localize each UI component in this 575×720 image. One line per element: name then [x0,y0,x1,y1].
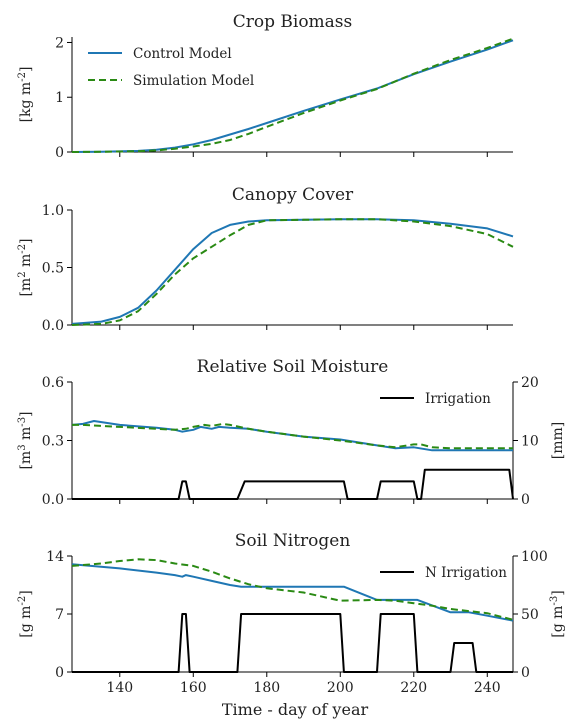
panel-4-xtick-label: 200 [327,680,354,696]
panel-2-ytick-label: 0.0 [42,318,64,334]
panel-3-ytick-label: 0.0 [42,492,64,508]
panel-4-title: Soil Nitrogen [235,531,351,551]
panel-2-ytick-label: 0.5 [42,261,64,277]
panel-4-xtick-label: 180 [253,680,280,696]
panel-4-y-label: [g m-2] [17,590,35,637]
panel-4-series-2-line [71,558,514,621]
panel-4-xtick-label: 220 [400,680,427,696]
panel-1-ytick-label: 2 [55,35,64,51]
panel-3-ytick-label: 0.6 [42,375,64,391]
panel-3-title: Relative Soil Moisture [197,357,389,377]
panel-3-series-1-line [71,420,513,452]
panel-3-y2-label: [mm] [550,422,566,459]
panel-4-ytick-label: 7 [55,607,64,623]
panel-3-series-3-line [72,468,514,500]
panel-4-ytick-label: 0 [55,665,64,681]
panel-4-xtick-label: 140 [106,680,133,696]
panel-4-y2tick-label: 100 [521,549,548,565]
panel-2-series-1-line [71,218,514,325]
panel-4-series-3-line [72,613,513,673]
panel-4-xtick-label: 240 [474,680,501,696]
panel-4-legend-label: N Irrigation [425,565,507,581]
panel-2-title: Canopy Cover [232,185,354,205]
panel-4-ytick-label: 14 [46,549,64,565]
panel-3-ytick-label: 0.3 [42,434,64,450]
panel-4-y2tick-label: 0 [521,665,530,681]
panel-2-series-2-line [71,218,514,326]
panel-2: Canopy Cover 0.0 0.5 1.0 [m2 m-2] [17,185,514,334]
panel-2-y-label: [m2 m-2] [17,238,35,296]
panel-3-y2tick-label: 20 [521,375,539,391]
panel-4-y2tick-label: 50 [521,607,539,623]
panel-1: Crop Biomass 0 1 2 [kg m-2] Control Model Simu… [17,12,514,161]
panel-1-legend-label: Control Model [133,46,232,62]
panel-2-ytick-label: 1.0 [42,203,64,219]
panel-1-title: Crop Biomass [233,12,353,32]
x-axis-label: Time - day of year [222,700,369,719]
panel-3: Relative Soil Moisture 0.0 0.3 0.6 0 10 20 [m3 … [17,357,567,508]
panel-3-legend-label: Irrigation [425,391,491,407]
panel-1-legend-label: Simulation Model [133,73,254,89]
panel-4-y2-label: [g m-3] [549,590,567,637]
panel-1-ytick-label: 0 [55,145,64,161]
panel-1-y-label: [kg m-2] [17,67,35,123]
panel-3-y2tick-label: 0 [521,492,530,508]
panel-1-series-2-line [71,37,514,153]
panel-3-y2tick-label: 10 [521,434,539,450]
panel-1-ytick-label: 1 [55,90,64,106]
panel-3-y-label: [m3 m-3] [17,411,35,469]
panel-3-series-2-line [72,422,513,450]
panel-4-xtick-label: 160 [180,680,207,696]
